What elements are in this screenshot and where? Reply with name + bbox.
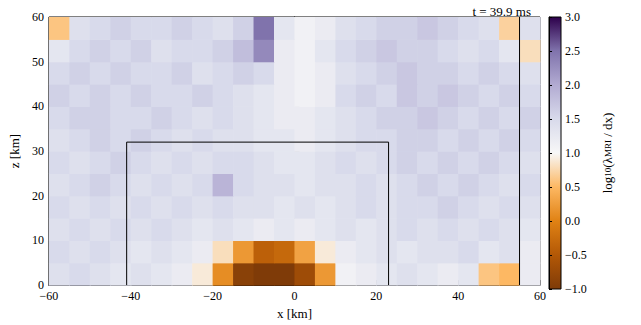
svg-text:−40: −40 <box>121 289 140 303</box>
svg-text:2.5: 2.5 <box>565 44 580 58</box>
svg-text:−0.5: −0.5 <box>565 248 587 262</box>
svg-text:1.5: 1.5 <box>565 112 580 126</box>
svg-text:0: 0 <box>291 289 297 303</box>
svg-text:2.0: 2.0 <box>565 78 580 92</box>
svg-text:60: 60 <box>534 289 546 303</box>
svg-text:50: 50 <box>32 55 44 69</box>
svg-text:1.0: 1.0 <box>565 146 580 160</box>
svg-text:0.5: 0.5 <box>565 180 580 194</box>
svg-text:(λ: (λ <box>600 156 615 167</box>
svg-text:3.0: 3.0 <box>565 10 580 24</box>
svg-text:20: 20 <box>32 189 44 203</box>
svg-text:−60: −60 <box>40 289 59 303</box>
svg-text:40: 40 <box>32 99 44 113</box>
svg-text:20: 20 <box>370 289 382 303</box>
svg-text:10: 10 <box>32 233 44 247</box>
svg-text:40: 40 <box>452 289 464 303</box>
svg-text:−1.0: −1.0 <box>565 282 587 296</box>
svg-text:t = 39.9 ms: t = 39.9 ms <box>472 4 531 19</box>
svg-text:0: 0 <box>37 278 44 293</box>
svg-text:10: 10 <box>602 167 613 177</box>
svg-text:z [km]: z [km] <box>7 134 22 168</box>
svg-text:x [km]: x [km] <box>277 306 312 321</box>
svg-text:/ dx): / dx) <box>600 113 615 140</box>
svg-text:30: 30 <box>32 144 44 158</box>
svg-text:MRI: MRI <box>603 140 613 157</box>
svg-text:60: 60 <box>32 10 44 24</box>
svg-text:−20: −20 <box>203 289 222 303</box>
svg-text:0.0: 0.0 <box>565 214 580 228</box>
svg-text:log: log <box>600 176 615 193</box>
